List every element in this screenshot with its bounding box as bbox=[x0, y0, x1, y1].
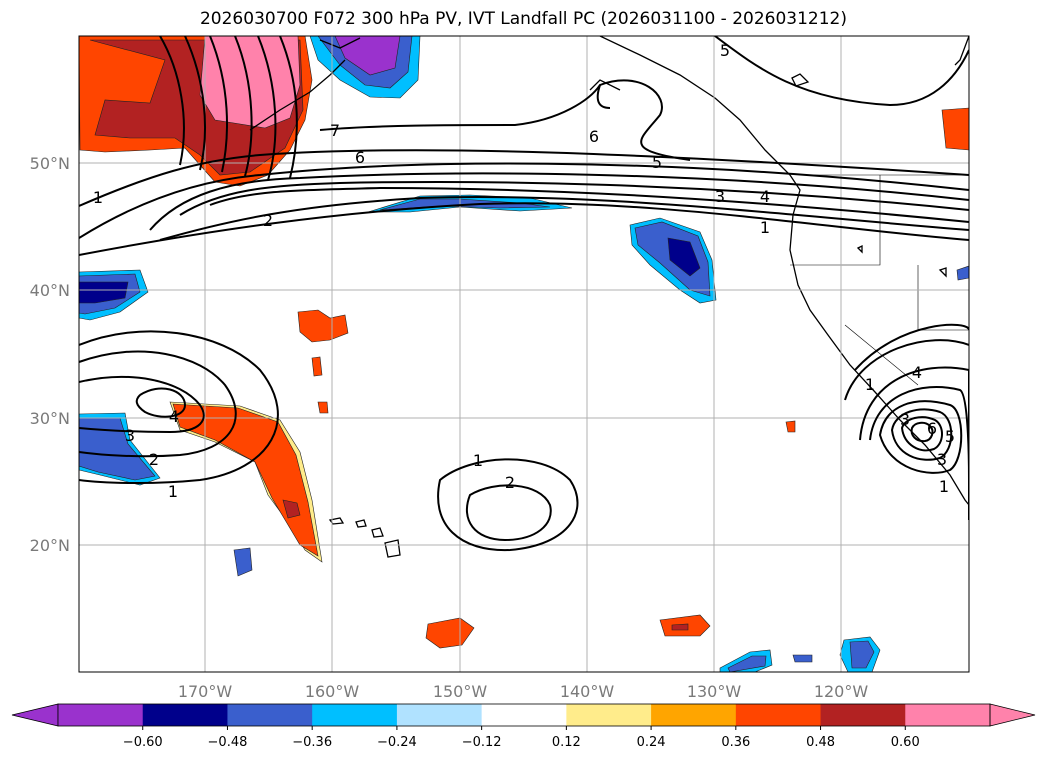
contour-label: 3 bbox=[715, 187, 725, 206]
colorbar-tick-label: −0.12 bbox=[462, 735, 502, 750]
colorbar-segment bbox=[396, 704, 483, 726]
colorbar-tick-label: 0.12 bbox=[552, 735, 581, 750]
colorbar-segment bbox=[312, 704, 398, 726]
lon-label: 170°W bbox=[178, 682, 233, 701]
contour-label: 1 bbox=[93, 188, 103, 207]
contour-label: 4 bbox=[169, 407, 179, 426]
lon-label: 140°W bbox=[560, 682, 615, 701]
colorbar-tick-label: −0.36 bbox=[292, 735, 332, 750]
colorbar-segment bbox=[227, 704, 313, 726]
colorbar-segment bbox=[481, 704, 567, 726]
contour-label: 4 bbox=[760, 187, 770, 206]
map-plot-area: 1 2 6 6 5 4 3 1 7 5 1 2 3 4 1 2 1 4 3 6 … bbox=[79, 36, 969, 672]
lon-label: 130°W bbox=[687, 682, 742, 701]
colorbar-tick-label: −0.60 bbox=[123, 735, 163, 750]
lat-label: 20°N bbox=[30, 536, 70, 555]
map-title: 2026030700 F072 300 hPa PV, IVT Landfall… bbox=[199, 9, 847, 29]
contour-label: 5 bbox=[945, 427, 955, 446]
longitude-labels: 170°W 160°W 150°W 140°W 130°W 120°W bbox=[178, 682, 869, 701]
latitude-labels: 50°N 40°N 30°N 20°N bbox=[30, 154, 70, 555]
contour-label: 5 bbox=[720, 41, 730, 60]
contour-label-group: 1 2 6 6 5 4 3 1 7 5 1 2 3 4 1 2 1 4 3 6 … bbox=[93, 41, 955, 501]
contour-label: 1 bbox=[168, 482, 178, 501]
colorbar-segment bbox=[566, 704, 652, 726]
colorbar-tick-label: 0.36 bbox=[721, 735, 750, 750]
contour-label: 1 bbox=[473, 451, 483, 470]
contour-label: 7 bbox=[330, 121, 340, 140]
lat-label: 30°N bbox=[30, 409, 70, 428]
contour-label: 5 bbox=[652, 153, 662, 172]
colorbar-segment bbox=[142, 704, 228, 726]
colorbar-frame bbox=[57, 703, 991, 727]
contour-label: 4 bbox=[912, 363, 922, 382]
colorbar-tick-label: 0.48 bbox=[806, 735, 835, 750]
contour-label: 1 bbox=[760, 218, 770, 237]
contour-label: 1 bbox=[939, 477, 949, 496]
colorbar-tick-label: −0.24 bbox=[377, 735, 417, 750]
lon-label: 120°W bbox=[814, 682, 869, 701]
contour-label: 2 bbox=[263, 211, 273, 230]
lon-label: 150°W bbox=[433, 682, 488, 701]
colorbar-tick-label: 0.24 bbox=[637, 735, 666, 750]
colorbar-segment bbox=[651, 704, 737, 726]
contour-label: 3 bbox=[125, 426, 135, 445]
colorbar-extend-right bbox=[989, 703, 1036, 727]
lon-label: 160°W bbox=[305, 682, 360, 701]
colorbar-segment bbox=[820, 704, 906, 726]
contour-label: 2 bbox=[505, 473, 515, 492]
colorbar-tick-label: 0.60 bbox=[891, 735, 920, 750]
contour-label: 1 bbox=[865, 375, 875, 394]
contour-label: 6 bbox=[589, 127, 599, 146]
contour-label: 3 bbox=[937, 450, 947, 469]
pv-positive-blob-ne bbox=[941, 107, 969, 151]
colorbar-tick-label: −0.48 bbox=[208, 735, 248, 750]
colorbar: −0.60 −0.48 −0.36 −0.24 −0.12 0.12 0.24 0.36 0.4… bbox=[11, 703, 1036, 750]
contour-label: 2 bbox=[149, 450, 159, 469]
pv-negative-peak-alaska bbox=[334, 36, 401, 76]
contour-label: 6 bbox=[927, 419, 937, 438]
map-frame bbox=[78, 35, 970, 673]
contour-label: 3 bbox=[900, 410, 910, 429]
lat-label: 50°N bbox=[30, 154, 70, 173]
colorbar-extend-left bbox=[11, 703, 59, 727]
lat-label: 40°N bbox=[30, 281, 70, 300]
pv-positive-blob-small1 bbox=[297, 309, 349, 343]
colorbar-segment bbox=[58, 704, 144, 726]
ivt-contours bbox=[79, 36, 969, 552]
colorbar-segment bbox=[735, 704, 822, 726]
hawaii-islands bbox=[328, 517, 401, 558]
colorbar-segment bbox=[905, 704, 991, 726]
alaska-peninsula bbox=[249, 59, 346, 131]
contour-label: 6 bbox=[355, 148, 365, 167]
